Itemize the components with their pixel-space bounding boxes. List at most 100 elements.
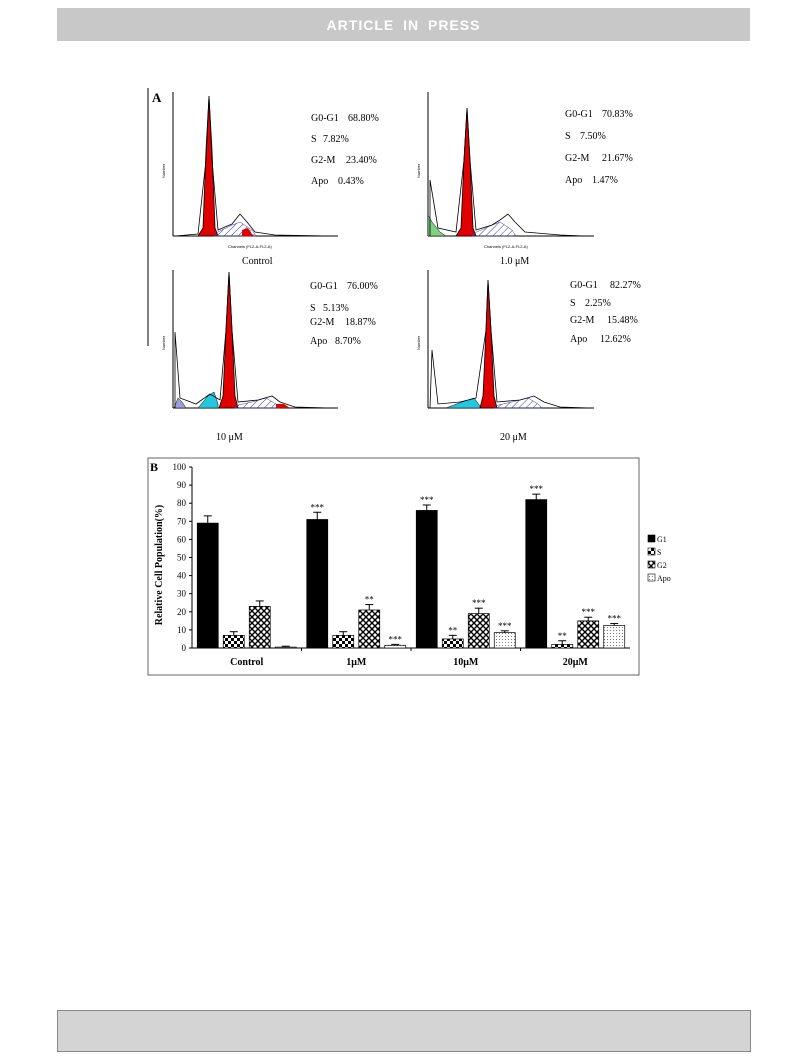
stat-g0g1-name: G0-G1: [311, 113, 339, 124]
y-axis-title: Number: [416, 163, 421, 178]
significance-marker: ***: [582, 607, 596, 617]
x-axis-title: Channels (FL2-A-FL2-A): [484, 244, 528, 249]
legend-swatch-apo: [647, 573, 656, 582]
significance-marker: ***: [311, 502, 325, 512]
bar-g2: [577, 620, 600, 649]
caption-control: Control: [242, 256, 273, 267]
stat-s-name: S: [570, 298, 576, 309]
y-tick-label: 50: [177, 553, 187, 563]
significance-marker: **: [365, 595, 375, 605]
significance-marker: ***: [389, 634, 403, 644]
stat-g2m-value: 15.48%: [607, 315, 638, 326]
category-label: 10μM: [453, 657, 479, 668]
stat-apo-value: 12.62%: [600, 334, 631, 345]
legend-label-g1: G1: [657, 535, 667, 544]
legend-swatch-s: [647, 547, 656, 556]
stat-s-value: 7.50%: [580, 131, 606, 142]
caption-10um: 10 μM: [216, 432, 243, 443]
bar-g1: [415, 510, 438, 649]
category-label: 1μM: [346, 657, 367, 668]
bar-s: [332, 634, 355, 649]
stat-g2m-name: G2-M: [311, 155, 336, 166]
y-tick-label: 100: [173, 462, 187, 472]
legend-label-s: S: [657, 548, 661, 557]
bar-apo: [274, 646, 297, 649]
y-tick-label: 90: [177, 480, 187, 490]
significance-marker: **: [558, 631, 568, 641]
histogram-20um: Number 20 μM: [416, 270, 594, 443]
stat-s-name: S: [311, 134, 317, 145]
bar-g1: [525, 499, 548, 649]
stat-g2m-name: G2-M: [310, 317, 335, 328]
x-axis-title: Channels (FL2-A-FL2-A): [228, 244, 272, 249]
significance-marker: ***: [420, 495, 434, 505]
legend-label-apo: Apo: [657, 574, 671, 583]
stat-s-name: S: [565, 131, 571, 142]
stat-g0g1-value: 82.27%: [610, 280, 641, 291]
y-axis-title: Number: [416, 335, 421, 350]
y-axis-title: Number: [161, 163, 166, 178]
stat-g2m-value: 18.87%: [345, 317, 376, 328]
panel-a-label: A: [152, 90, 162, 105]
bar-g2: [358, 609, 381, 649]
stat-s-value: 5.13%: [323, 303, 349, 314]
bar-s: [551, 644, 574, 649]
significance-marker: ***: [608, 614, 622, 624]
stat-g0g1-value: 68.80%: [348, 113, 379, 124]
stat-g2m-name: G2-M: [570, 315, 595, 326]
banner-text: ARTICLE IN PRESS: [326, 16, 481, 33]
panel-b-label: B: [150, 460, 158, 474]
stat-s-name: S: [310, 303, 316, 314]
y-tick-label: 40: [177, 571, 187, 581]
footer-bar: [57, 1010, 751, 1052]
histogram-control: Number Channels (FL2-A-FL2-A) Control: [161, 92, 338, 267]
significance-marker: ***: [530, 484, 544, 494]
y-tick-label: 0: [182, 643, 187, 653]
stats-1um: G0-G1 70.83% S 7.50% G2-M 21.67% Apo 1.4…: [565, 109, 633, 186]
category-label: Control: [230, 657, 263, 668]
stat-apo-value: 1.47%: [592, 175, 618, 186]
stats-10um: G0-G1 76.00% S 5.13% G2-M 18.87% Apo 8.7…: [310, 281, 378, 347]
significance-marker: ***: [472, 598, 486, 608]
histogram-1um: Number Channels (FL2-A-FL2-A) 1.0 μM: [416, 92, 594, 267]
stat-g0g1-name: G0-G1: [565, 109, 593, 120]
bar-g2: [467, 613, 490, 649]
bar-s: [441, 638, 464, 649]
y-tick-label: 60: [177, 534, 187, 544]
significance-marker: **: [448, 625, 458, 635]
bar-apo: [493, 632, 516, 649]
legend-swatch-g1: [647, 534, 656, 543]
y-tick-label: 70: [177, 516, 187, 526]
stat-g2m-value: 21.67%: [602, 153, 633, 164]
stat-g0g1-name: G0-G1: [570, 280, 598, 291]
bar-s: [222, 634, 245, 649]
chart-frame: [147, 457, 640, 676]
stats-control: G0-G1 68.80% S 7.82% G2-M 23.40% Apo 0.4…: [311, 113, 379, 187]
significance-marker: ***: [498, 621, 512, 631]
stat-apo-name: Apo: [310, 336, 327, 347]
stat-g0g1-name: G0-G1: [310, 281, 338, 292]
article-in-press-banner: ARTICLE IN PRESS: [57, 8, 750, 41]
stat-g2m-name: G2-M: [565, 153, 590, 164]
stat-s-value: 7.82%: [323, 134, 349, 145]
bar-g2: [248, 606, 271, 649]
stats-20um: G0-G1 82.27% S 2.25% G2-M 15.48% Apo 12.…: [570, 280, 641, 345]
y-tick-label: 30: [177, 589, 187, 599]
stat-s-value: 2.25%: [585, 298, 611, 309]
stat-apo-name: Apo: [311, 176, 328, 187]
stat-apo-value: 8.70%: [335, 336, 361, 347]
stat-apo-name: Apo: [570, 334, 587, 345]
y-tick-label: 80: [177, 498, 187, 508]
caption-1um: 1.0 μM: [500, 256, 529, 267]
y-axis-title: Relative Cell Population(%): [154, 505, 165, 626]
panel-b-bar-chart: B Relative Cell Population(%) 0 10 20 30 40 5…: [147, 457, 671, 676]
stat-g2m-value: 23.40%: [346, 155, 377, 166]
bar-g1: [306, 519, 329, 649]
bar-g1: [196, 522, 219, 649]
y-axis-title: Number: [161, 335, 166, 350]
bar-apo: [603, 625, 626, 649]
legend-swatch-g2: [647, 560, 656, 569]
stat-g0g1-value: 76.00%: [347, 281, 378, 292]
stat-g0g1-value: 70.83%: [602, 109, 633, 120]
stat-apo-value: 0.43%: [338, 176, 364, 187]
